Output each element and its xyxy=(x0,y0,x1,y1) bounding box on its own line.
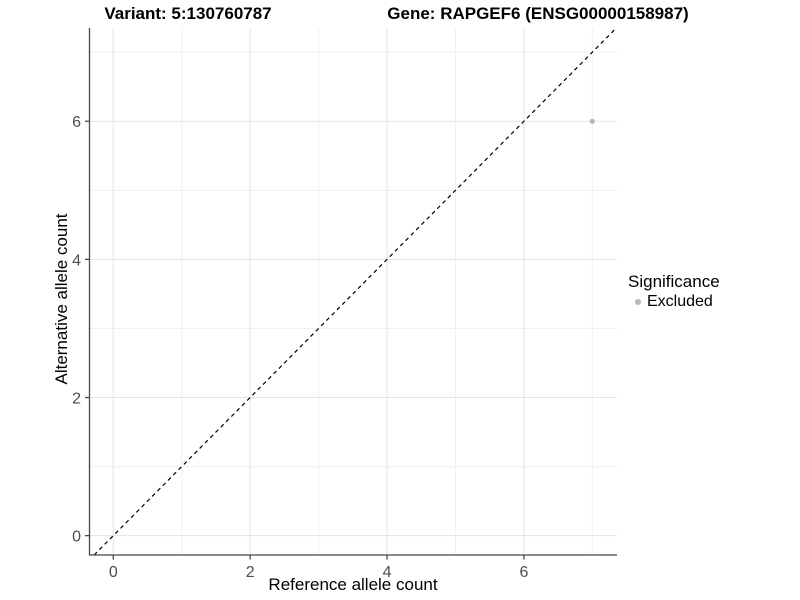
legend-item-excluded: Excluded xyxy=(628,292,720,312)
y-tick-label: 6 xyxy=(72,114,81,131)
y-axis-title: Alternative allele count xyxy=(52,213,71,385)
identity-reference-line xyxy=(93,27,617,556)
data-point xyxy=(589,118,595,124)
plot-title-gene: Gene: RAPGEF6 (ENSG00000158987) xyxy=(387,4,689,23)
legend-item-label: Excluded xyxy=(647,293,713,310)
legend-key xyxy=(628,299,647,305)
x-tick-label: 2 xyxy=(246,564,255,581)
x-tick-label: 4 xyxy=(383,564,392,581)
x-tick-label: 0 xyxy=(109,564,118,581)
y-tick-label: 4 xyxy=(72,252,81,269)
plot-title-variant: Variant: 5:130760787 xyxy=(104,4,272,23)
x-axis-title: Reference allele count xyxy=(268,575,438,594)
legend-title: Significance xyxy=(628,272,720,291)
x-tick-label: 6 xyxy=(519,564,528,581)
y-tick-label: 2 xyxy=(72,391,81,408)
y-tick-label: 0 xyxy=(72,529,81,546)
legend-point-icon xyxy=(634,299,641,305)
legend: Significance Excluded xyxy=(628,271,720,312)
